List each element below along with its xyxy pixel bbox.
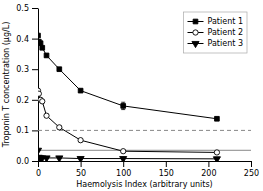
marker [38,91,41,96]
tick: 0.3 [16,65,38,74]
x-axis-title: Haemolysis Index (arbitrary units) [76,180,212,189]
tick-label: 100 [116,169,131,178]
legend-marker [193,30,198,35]
x-axis-line [39,161,252,162]
tick-label: 200 [201,169,216,178]
tick-mark [32,100,38,101]
tick-label: 0.2 [16,96,29,105]
marker [78,138,83,143]
legend-label: Patient 2 [208,28,244,37]
tick-label: 0 [36,169,41,178]
error-bar [40,46,44,49]
tick-mark [32,69,38,70]
error-bar [121,102,125,109]
tick-mark [32,8,38,9]
line [38,91,217,153]
legend: Patient 1 Patient 2 Patient 3 [184,12,248,53]
y-axis-line [38,9,39,162]
marker [120,156,127,161]
tick-mark [81,161,82,167]
tick-label: 50 [76,169,86,178]
marker [213,157,220,161]
tick: 50 [76,161,86,178]
tick: 0 [36,161,41,178]
marker [43,156,50,161]
marker [56,156,63,161]
tick-mark [123,161,124,167]
error-bar-cap [121,102,125,103]
tick: 200 [201,161,216,178]
reference-line [38,130,251,131]
series [38,88,220,155]
legend-item: Patient 2 [188,28,244,37]
marker [78,88,83,93]
tick: 0.2 [16,96,38,105]
x-axis: 0 50 100 150 200 250 [36,161,259,178]
error-bar-cap [121,109,125,110]
marker [44,113,49,118]
chart: 0 50 100 150 200 250 0.0 0.1 0.2 0.3 0.4 0.5 Patient… [0,0,263,191]
legend-marker [193,19,198,24]
marker [40,99,45,104]
marker [57,67,62,72]
tick-label: 0.4 [16,35,29,44]
legend-marker [192,41,199,47]
legend-label: Patient 3 [208,39,244,48]
tick-mark [166,161,167,167]
marker [215,116,220,121]
legend-box [184,12,248,53]
tick-label: 0.3 [16,65,29,74]
tick-label: 0.1 [16,126,29,135]
error-bar [57,68,61,71]
tick-mark [251,161,252,167]
marker [44,53,49,58]
tick-label: 150 [159,169,174,178]
tick: 0.1 [16,126,38,135]
tick-label: 0.5 [16,4,29,13]
tick: 0.5 [16,4,38,13]
marker [77,156,84,161]
tick-mark [32,39,38,40]
marker [40,45,45,50]
error-bar [39,42,43,45]
tick: 100 [116,161,131,178]
tick-mark [32,161,38,162]
error-bar [45,54,49,57]
marker [121,149,126,154]
legend-label: Patient 1 [208,17,244,26]
tick: 0.4 [16,35,38,44]
marker [38,148,42,154]
plot: 0 50 100 150 200 250 0.0 0.1 0.2 0.3 0.4 0.5 Patient… [16,4,259,178]
series [38,148,220,161]
legend-item: Patient 1 [188,17,244,26]
tick: 0.0 [16,157,38,166]
error-bar [215,117,219,120]
marker [38,41,43,46]
tick-mark [32,130,38,131]
marker [214,150,219,155]
tick-label: 250 [244,169,259,178]
tick: 250 [244,161,259,178]
marker [38,33,40,38]
tick-mark [38,161,39,167]
error-bar [79,89,83,92]
marker [121,104,126,109]
marker [57,125,62,130]
y-axis: 0.0 0.1 0.2 0.3 0.4 0.5 [16,4,38,166]
tick-label: 0.0 [16,157,29,166]
legend-item: Patient 3 [188,39,244,48]
tick: 150 [159,161,174,178]
line [38,150,217,159]
y-axis-title: Troponin T concentration (µg/L) [2,22,11,149]
tick-mark [208,161,209,167]
